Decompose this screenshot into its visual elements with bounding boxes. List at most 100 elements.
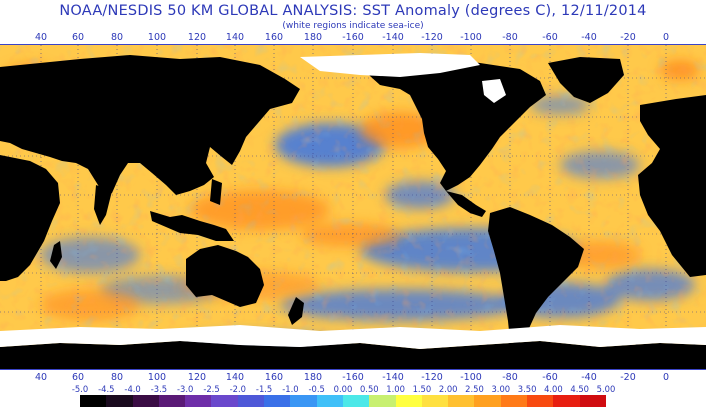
color-scale-label: -1.0 [282,384,299,394]
lon-label: 120 [187,372,207,383]
map-canvas [0,45,706,369]
lon-label: -160 [342,32,364,43]
color-scale-label: -0.5 [308,384,325,394]
color-swatch [211,395,238,407]
lon-label: -80 [502,372,518,383]
color-scale-label: -3.5 [150,384,168,394]
color-swatch [369,395,396,407]
color-swatch [264,395,291,407]
lon-label: 100 [147,32,167,43]
sea-ice [0,53,706,349]
lon-label: -40 [581,32,597,43]
lon-label: -140 [382,32,404,43]
color-swatch [237,395,265,407]
australia-land [186,245,264,307]
lon-label: -60 [542,372,558,383]
color-swatch [448,395,475,407]
antarctica-land [0,341,706,369]
color-scale-label: 1.00 [386,384,405,394]
lon-label: 180 [303,32,323,43]
color-swatch [158,395,186,407]
lon-label: 180 [303,372,323,383]
lon-label: 80 [110,372,124,383]
color-swatch [106,395,133,407]
color-swatch [80,395,107,407]
africa-land [0,155,60,281]
japan-land [228,109,244,141]
lon-label: -100 [460,372,482,383]
india-land [94,185,112,225]
longitude-labels-top: 40 60 80 100 120 140 160 180 -160 -140 -… [0,32,706,44]
color-scale-label: -2.0 [229,384,246,394]
lon-label: -40 [581,372,597,383]
hudson-bay-ice [482,79,506,103]
europe-africa-east-land [638,95,706,277]
color-swatch [421,395,449,407]
antarctic-sea-ice [0,325,706,349]
color-scale-bar [80,395,606,407]
map-title: NOAA/NESDIS 50 KM GLOBAL ANALYSIS: SST A… [59,3,647,19]
indonesia-land [150,211,234,241]
lon-label: -20 [620,32,636,43]
longitude-labels-bottom: 40 60 80 100 120 140 160 180 -160 -140 -… [0,372,706,384]
sst-anomaly-map [0,44,706,370]
color-scale-label: 0.00 [333,384,353,394]
central-america-land [446,191,486,217]
lon-label: -160 [342,372,364,383]
color-swatch [579,395,606,407]
lon-label: 0 [662,32,670,43]
color-scale-label: 2.50 [465,384,484,394]
color-scale-label: 4.50 [570,384,590,394]
color-swatch [185,395,212,407]
color-scale-label: 3.50 [517,384,537,394]
philippines-land [210,179,222,205]
lon-label: -120 [421,32,443,43]
south-america-land [488,207,584,345]
lon-label: 0 [662,372,670,383]
color-scale-label: -3.0 [177,384,194,394]
lon-label: 40 [34,372,48,383]
lon-label: 120 [187,32,207,43]
lon-label: 140 [225,372,245,383]
color-swatch [527,395,554,407]
color-scale-label: -4.0 [124,384,141,394]
color-swatch [132,395,159,407]
color-swatch [342,395,370,407]
color-scale-label: 3.00 [491,384,511,394]
color-swatch [316,395,343,407]
color-swatch [395,395,422,407]
lon-label: -60 [542,32,558,43]
color-swatch [474,395,501,407]
color-scale-label: -2.5 [203,384,220,394]
lon-label: 100 [147,372,167,383]
lon-label: 60 [71,32,85,43]
lon-label: 60 [71,372,85,383]
greenland-land [548,57,624,103]
color-swatch [500,395,528,407]
color-swatch [553,395,580,407]
color-scale-label: 5.00 [596,384,616,394]
color-scale-label: -5.0 [71,384,89,394]
color-scale-label: 4.00 [544,384,563,394]
color-swatch [290,395,317,407]
arctic-sea-ice [300,53,480,77]
madagascar-land [50,241,62,269]
lon-label: -100 [460,32,482,43]
color-scale-label: 2.00 [438,384,458,394]
lon-label: -80 [502,32,518,43]
color-scale-label: -4.5 [98,384,115,394]
lon-label: 40 [34,32,48,43]
lon-label: 80 [110,32,124,43]
lon-label: 140 [225,32,245,43]
lon-label: -140 [382,372,404,383]
color-scale-labels: -5.0 -4.5 -4.0 -3.5 -3.0 -2.5 -2.0 -1.5 -1.0 -0.5… [0,384,706,395]
lon-label: 160 [264,372,284,383]
color-scale-label: 0.50 [359,384,379,394]
map-subtitle: (white regions indicate sea-ice) [282,21,424,31]
color-scale-label: 1.50 [412,384,432,394]
lon-label: 160 [264,32,284,43]
new-zealand-land [288,297,304,325]
lon-label: -20 [620,372,636,383]
color-scale-label: -1.5 [255,384,273,394]
eurasia-land [0,55,300,197]
